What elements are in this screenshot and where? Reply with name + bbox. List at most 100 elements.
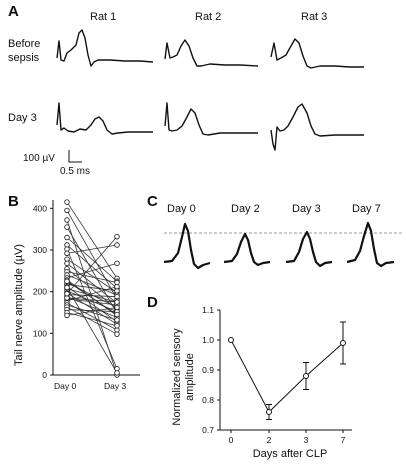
rat-label-1: Rat 1 — [90, 11, 116, 23]
panel-d-point — [303, 373, 309, 379]
panel-d-y-ticks: 0.7 0.8 0.9 1.0 1.1 — [202, 305, 220, 435]
panel-b-data — [64, 199, 120, 378]
panel-d-ylabel-line1: Normalized sensory — [171, 328, 183, 426]
panel-a: A Rat 1 Rat 2 Rat 3 Before sepsis Day 3 … — [8, 3, 364, 177]
panel-b-ytick-label: 300 — [33, 245, 47, 255]
panel-b-ytick-label: 400 — [33, 203, 47, 213]
panel-d-ytick-label: 0.8 — [202, 395, 214, 405]
panel-c-trace-day3 — [285, 230, 333, 268]
panel-b-point-day0 — [64, 199, 70, 205]
panel-d-point — [340, 340, 346, 346]
panel-b-pair-line — [66, 309, 118, 313]
panel-d-xlabel: Days after CLP — [253, 448, 328, 460]
panel-c-day-3: Day 3 — [292, 203, 321, 215]
rat-label-2: Rat 2 — [195, 11, 221, 23]
panel-b-pair-line — [66, 280, 118, 315]
panel-c-trace-day0 — [163, 222, 211, 270]
panel-b-y-ticks: 0 100 200 300 400 — [33, 203, 53, 380]
panel-d-point — [228, 337, 234, 343]
panel-b-pair-line — [66, 298, 118, 306]
panel-b-point-day0 — [64, 312, 70, 319]
panel-b-pair-line — [66, 297, 118, 303]
panel-b-pair-line — [66, 271, 118, 283]
panel-b: B Tail nerve amplitude (µV) 0 100 200 300 40… — [8, 193, 140, 391]
panel-b-pair-line — [66, 237, 118, 282]
trace-rat1-day3 — [56, 102, 153, 135]
panel-b-point-day0 — [64, 278, 70, 284]
panel-a-letter: A — [8, 3, 19, 20]
panel-b-point-day0 — [64, 250, 70, 257]
panel-b-xtick-day3: Day 3 — [104, 381, 126, 391]
panel-b-pair-line — [66, 210, 118, 300]
panel-b-pair-line — [66, 306, 118, 335]
panel-c-trace-day2 — [223, 232, 271, 267]
panel-b-pair-line — [66, 258, 118, 293]
panel-b-ytick-label: 200 — [33, 287, 47, 297]
panel-d-xtick-label: 7 — [341, 435, 346, 445]
panel-b-point-day3 — [114, 233, 120, 240]
panel-d-xtick-label: 0 — [229, 435, 234, 445]
panel-b-ylabel: Tail nerve amplitude (µV) — [13, 244, 25, 366]
panel-b-point-day3 — [114, 304, 120, 311]
panel-d: D Normalized sensory amplitude 0.7 0.8 0.9… — [147, 294, 352, 460]
panel-d-data — [228, 321, 346, 420]
panel-c-trace-day7 — [346, 221, 395, 268]
trace-rat2-before — [164, 39, 259, 67]
panel-b-point-day3 — [114, 242, 120, 248]
panel-b-point-day3 — [114, 323, 120, 329]
panel-b-ytick-label: 100 — [33, 328, 47, 338]
panel-d-ytick-label: 1.0 — [202, 335, 214, 345]
panel-d-ylabel-line2: amplitude — [184, 353, 196, 401]
panel-b-pair-line — [66, 294, 118, 298]
panel-b-point-day0 — [64, 291, 70, 297]
panel-b-pair-line — [66, 312, 118, 327]
panel-b-point-day0 — [64, 260, 70, 267]
panel-b-pair-line — [66, 304, 118, 321]
panel-b-point-day3 — [114, 331, 120, 337]
panel-b-pair-line — [66, 274, 118, 296]
panel-d-xtick-label: 3 — [304, 435, 309, 445]
panel-b-point-day3 — [114, 370, 120, 376]
scale-voltage-label: 100 µV — [23, 153, 55, 164]
row-label-before-line2: sepsis — [8, 52, 40, 64]
panel-b-pair-line — [66, 287, 118, 374]
trace-rat3-before — [270, 38, 364, 69]
panel-d-series-line — [230, 339, 344, 413]
panel-b-point-day0 — [64, 207, 70, 214]
panel-d-ytick-label: 1.1 — [202, 305, 214, 315]
rat-label-3: Rat 3 — [301, 11, 327, 23]
panel-d-xtick-label: 2 — [267, 435, 272, 445]
panel-b-pair-line — [66, 284, 118, 292]
panel-c: C Day 0 Day 2 Day 3 Day 7 — [147, 193, 402, 270]
panel-b-point-day0 — [64, 224, 70, 230]
panel-b-xtick-day0: Day 0 — [54, 381, 76, 391]
panel-d-ytick-label: 0.9 — [202, 365, 214, 375]
panel-d-ytick-label: 0.7 — [202, 425, 214, 435]
panel-c-letter: C — [147, 193, 158, 210]
panel-d-point — [266, 409, 272, 415]
trace-rat3-day3 — [270, 103, 364, 151]
panel-b-ytick-label: 0 — [42, 370, 47, 380]
panel-b-point-day3 — [114, 293, 120, 300]
panel-b-pair-line — [66, 286, 118, 322]
trace-rat2-day3 — [164, 102, 258, 136]
row-label-before-line1: Before — [8, 38, 40, 50]
panel-b-letter: B — [8, 193, 19, 210]
panel-d-letter: D — [147, 294, 158, 311]
panel-b-point-day3 — [114, 283, 120, 290]
panel-b-pair-line — [66, 290, 118, 313]
panel-b-pair-line — [66, 244, 118, 254]
panel-b-point-day3 — [114, 311, 120, 318]
panel-b-point-day3 — [114, 317, 120, 323]
panel-b-pair-line — [66, 236, 118, 295]
scale-bar — [68, 150, 82, 163]
scale-time-label: 0.5 ms — [60, 166, 90, 177]
panel-b-point-day3 — [114, 299, 120, 305]
panel-c-day-0: Day 0 — [167, 203, 196, 215]
panel-d-x-ticks: 0 2 3 7 — [229, 430, 346, 445]
trace-rat1-before — [56, 29, 154, 67]
panel-c-day-7: Day 7 — [352, 203, 381, 215]
panel-b-point-day0 — [64, 234, 70, 241]
panel-b-pair-line — [66, 262, 118, 279]
